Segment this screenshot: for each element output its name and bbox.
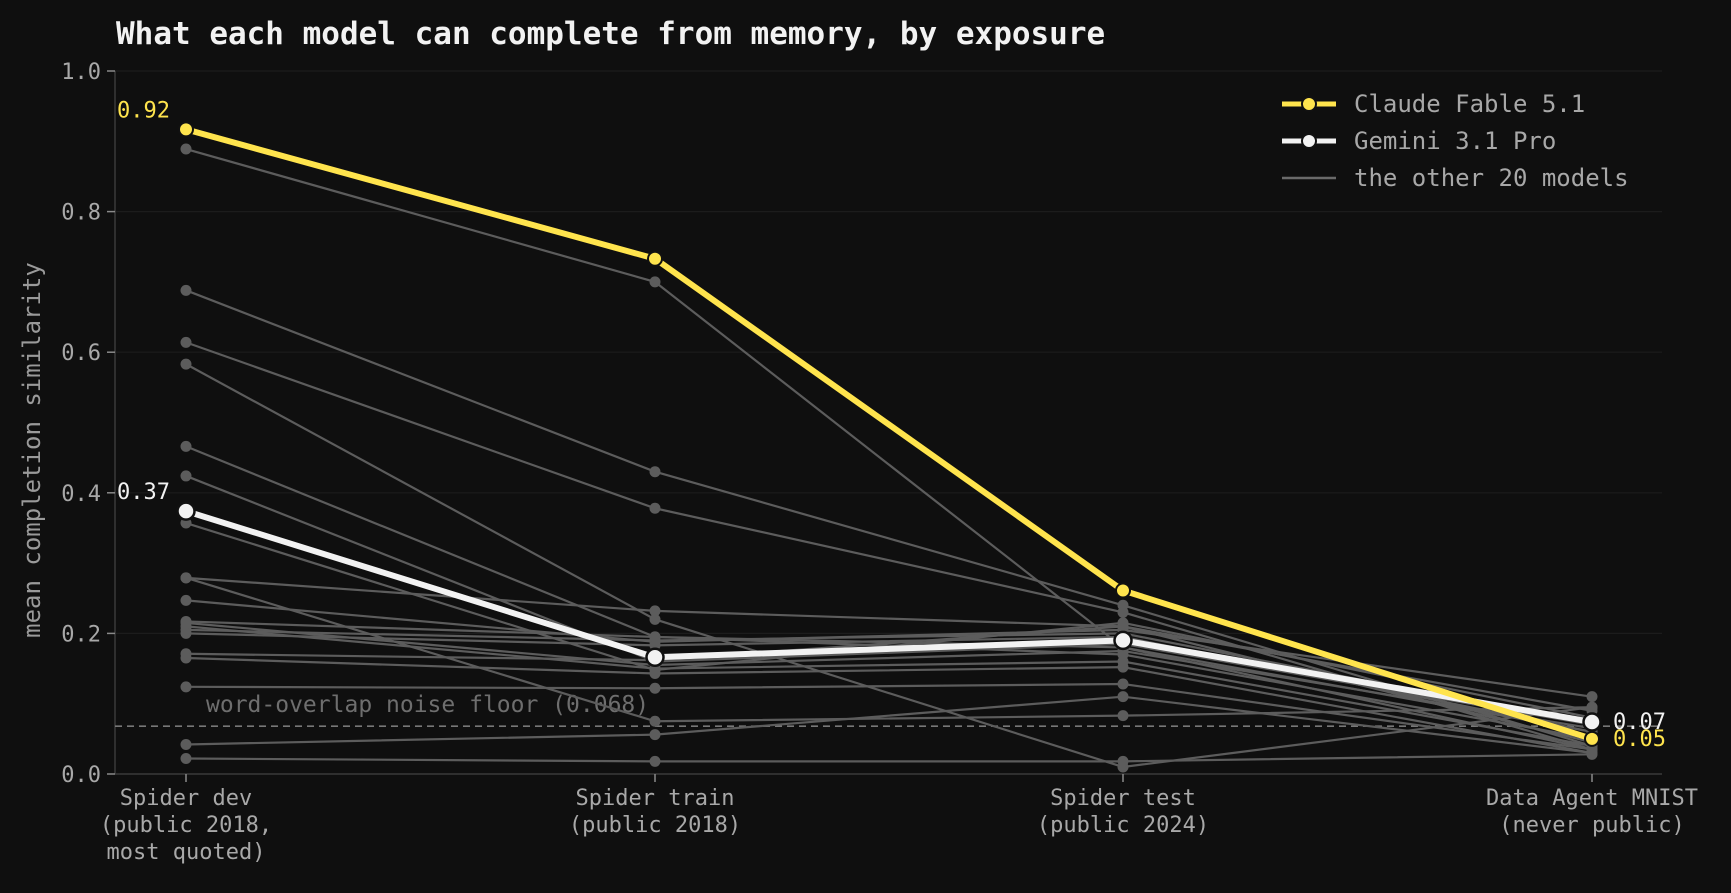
other-series-point <box>180 652 192 664</box>
x-tick-label: Spider test (public 2024) <box>1037 786 1209 838</box>
y-tick-label: 0.8 <box>61 201 101 226</box>
other-series-line <box>185 695 1593 755</box>
x-tick-label: Spider train (public 2018) <box>569 786 741 838</box>
x-tick-label-line: Spider dev <box>120 786 252 811</box>
other-series-point <box>1117 661 1129 673</box>
other-series-point <box>1586 701 1598 713</box>
y-tick-label: 1.0 <box>61 60 101 85</box>
value-label-last: 0.05 <box>1613 727 1666 752</box>
other-series-point <box>180 336 192 348</box>
x-tick-label: Spider dev (public 2018, most quoted) <box>100 786 272 865</box>
other-series-line <box>185 289 1593 747</box>
y-tick-label: 0.2 <box>61 622 101 647</box>
highlight-series-point <box>1584 730 1600 747</box>
other-series-point <box>649 682 661 694</box>
other-series-point <box>180 358 192 370</box>
value-label-last: 0.07 <box>1613 710 1666 735</box>
highlight-series-point <box>1582 712 1602 732</box>
chart-title: What each model can complete from memory… <box>116 16 1105 52</box>
other-series-line <box>185 621 1593 730</box>
other-series-point <box>180 440 192 452</box>
other-series-point <box>180 572 192 584</box>
other-series-line <box>185 576 1593 723</box>
x-tick-label-line: most quoted) <box>107 840 266 865</box>
highlight-series-line <box>185 508 1593 725</box>
y-tick-label: 0.6 <box>61 341 101 366</box>
other-series-point <box>649 667 661 679</box>
other-series-point <box>649 605 661 617</box>
other-series-point <box>1117 678 1129 690</box>
highlight-series-line <box>185 126 1593 742</box>
other-series-point <box>180 470 192 482</box>
y-ticks: 0.0 0.2 0.4 0.6 0.8 1.0 <box>61 60 115 788</box>
noise-floor-label: word-overlap noise floor (0.068) <box>206 692 649 718</box>
x-tick-label-line: Data Agent MNIST <box>1486 786 1698 811</box>
other-series-point <box>649 715 661 727</box>
x-ticks: Spider dev (public 2018, most quoted)Spide… <box>100 774 1698 865</box>
other-series-point <box>180 594 192 606</box>
other-series-point <box>1117 620 1129 632</box>
x-tick-label-line: Spider train <box>576 786 735 811</box>
x-tick-label: Data Agent MNIST (never public) <box>1486 786 1698 838</box>
legend-marker-gemini <box>1301 133 1317 149</box>
highlight-series-point <box>1115 582 1131 599</box>
other-series-point <box>1586 691 1598 703</box>
value-label-first: 0.92 <box>117 98 170 123</box>
other-series-point <box>180 681 192 693</box>
legend: Claude Fable 5.1 Gemini 3.1 Pro the other … <box>1282 90 1629 192</box>
legend-label: Claude Fable 5.1 <box>1354 90 1585 118</box>
other-series-line <box>185 656 1593 754</box>
other-series-line <box>185 147 1593 751</box>
other-series-point <box>1117 710 1129 722</box>
highlight-series-point <box>645 647 665 668</box>
highlight-series: 0.92 0.05 0.37 0.07 <box>117 98 1666 752</box>
other-series-line <box>185 576 1593 712</box>
other-series-point <box>649 466 661 478</box>
other-series-point <box>1586 748 1598 760</box>
axes <box>114 71 1662 775</box>
highlight-series-point <box>647 250 663 267</box>
highlight-series-point <box>1113 630 1133 651</box>
legend-marker-claude <box>1301 96 1317 112</box>
other-series-point <box>180 617 192 629</box>
other-series-point <box>180 753 192 765</box>
y-tick-label: 0.0 <box>61 763 101 788</box>
other-series-line <box>185 625 1593 747</box>
x-tick-label-line: (public 2024) <box>1037 813 1209 838</box>
other-series-point <box>649 755 661 767</box>
other-series-line <box>185 625 1593 744</box>
x-tick-label-line: Spider test <box>1050 786 1196 811</box>
other-series-point <box>180 284 192 296</box>
value-label-first: 0.37 <box>117 480 170 505</box>
x-tick-label-line: (never public) <box>1499 813 1684 838</box>
legend-label: the other 20 models <box>1354 164 1629 192</box>
x-tick-label-line: (public 2018) <box>569 813 741 838</box>
other-series-line <box>185 753 1593 763</box>
y-tick-label: 0.4 <box>61 482 101 507</box>
y-axis-label: mean completion similarity <box>18 262 46 638</box>
other-series-point <box>180 143 192 155</box>
other-series-point <box>180 627 192 639</box>
other-series-point <box>1117 755 1129 767</box>
other-series-point <box>649 729 661 741</box>
other-series-point <box>649 502 661 514</box>
other-series-point <box>649 613 661 625</box>
other-series-point <box>1117 606 1129 618</box>
other-series-point <box>649 276 661 288</box>
other-series-line <box>185 682 1593 751</box>
legend-label: Gemini 3.1 Pro <box>1354 127 1556 155</box>
highlight-series-point <box>178 121 194 138</box>
other-series-point <box>180 738 192 750</box>
other-series-line <box>185 363 1593 769</box>
highlight-series-point <box>176 501 196 521</box>
other-series <box>180 143 1598 773</box>
grid <box>115 70 1662 635</box>
other-series-point <box>1117 691 1129 703</box>
x-tick-label-line: (public 2018, <box>100 813 272 838</box>
